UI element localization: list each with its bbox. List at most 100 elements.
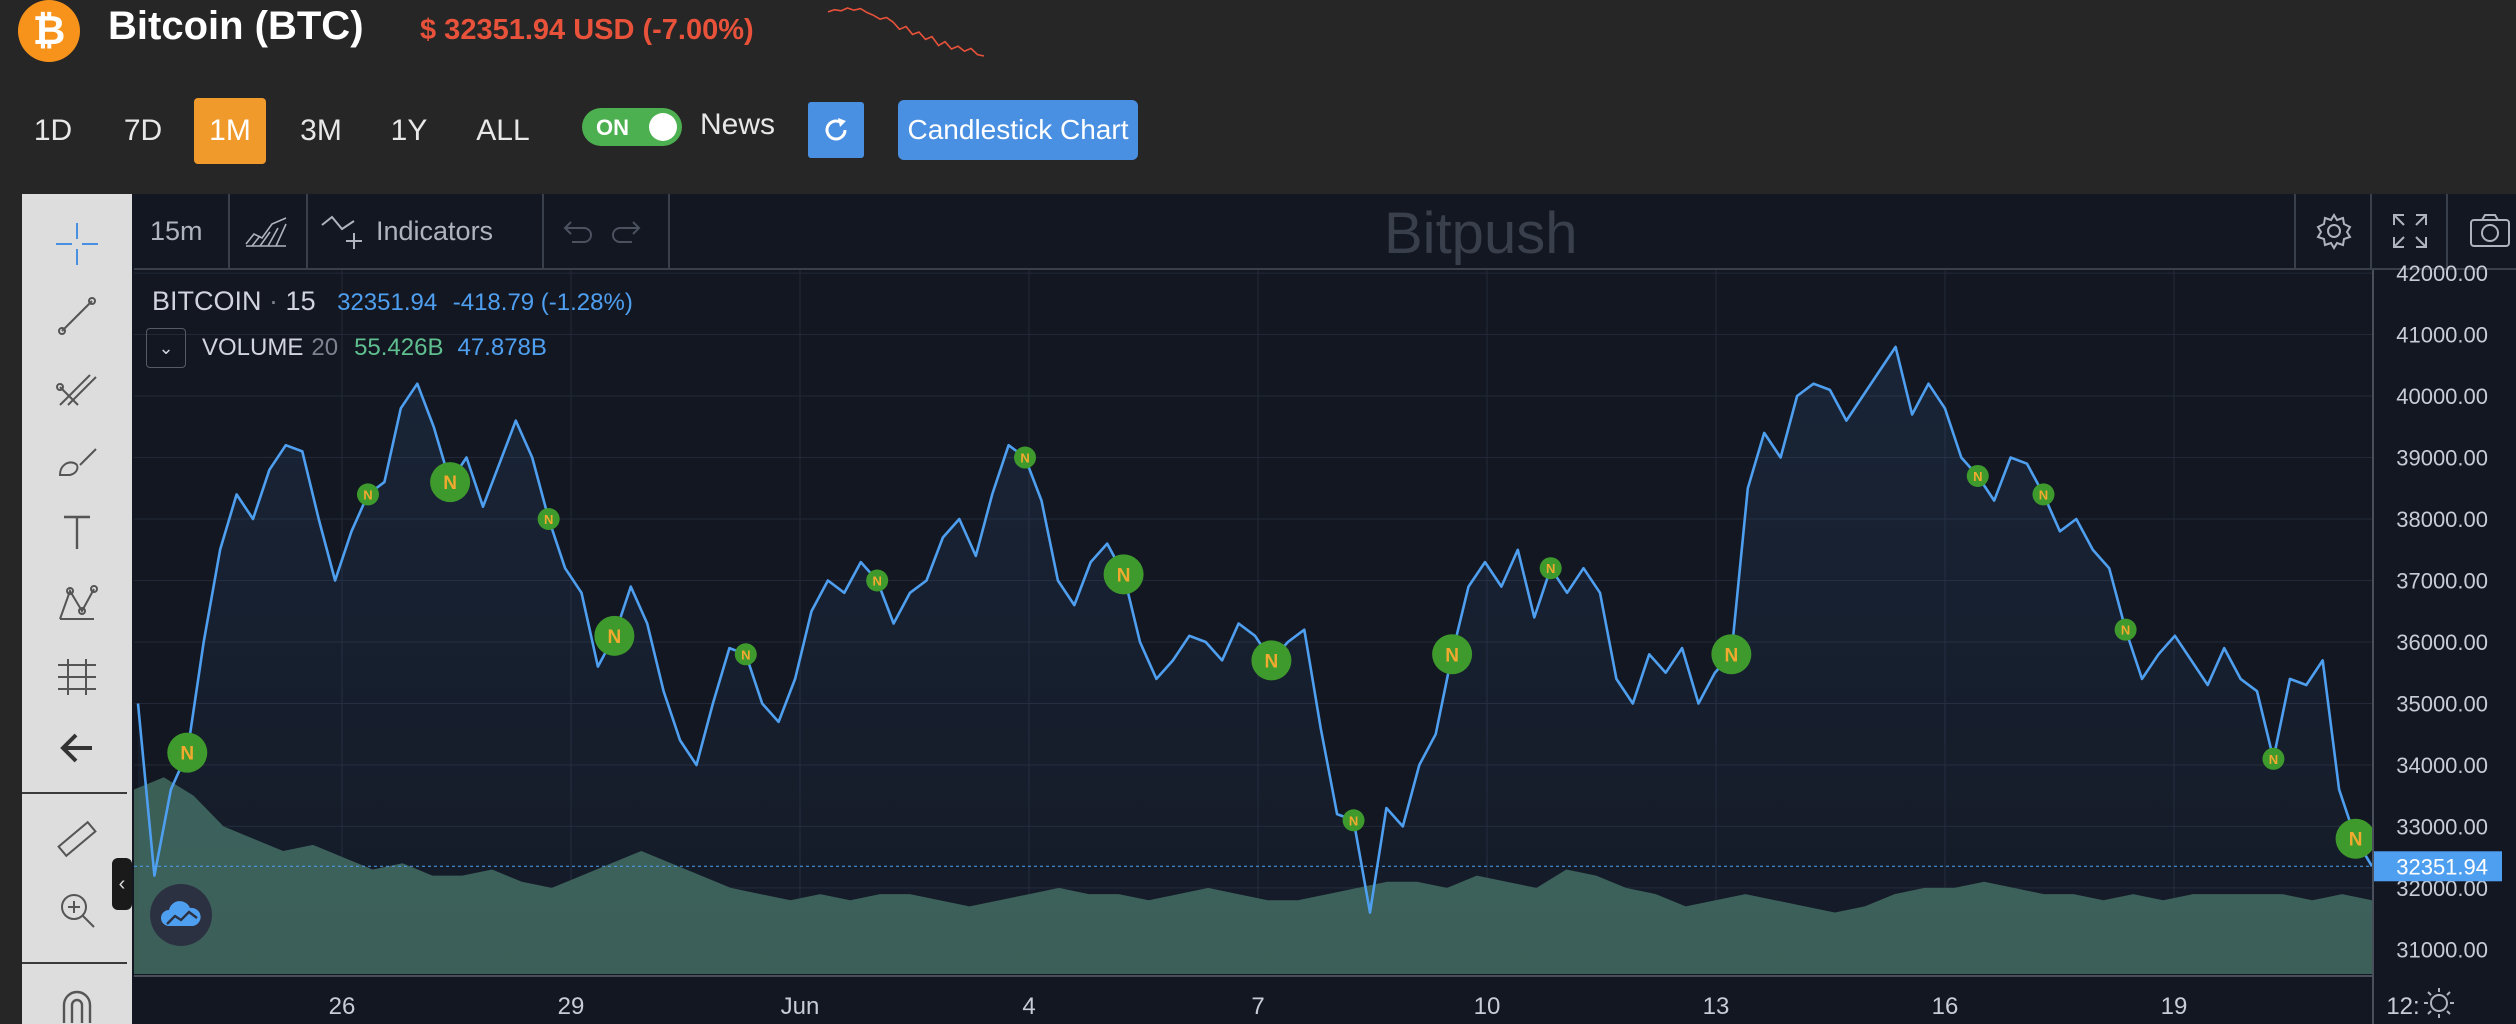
back-arrow-icon[interactable]: [42, 720, 112, 776]
text-icon[interactable]: [42, 504, 112, 560]
volume-legend: ⌄ VOLUME 20 55.426B 47.878B: [146, 328, 547, 368]
range-button-all[interactable]: ALL: [476, 114, 530, 147]
news-marker[interactable]: N: [167, 732, 208, 773]
ruler-icon[interactable]: [42, 810, 112, 866]
news-marker[interactable]: N: [2262, 747, 2285, 770]
sparkline-line: [827, 7, 985, 57]
news-marker-label: N: [2121, 623, 2130, 638]
legend-symbol: BITCOIN: [152, 286, 262, 316]
last-price-tag-bg: [2374, 851, 2502, 882]
news-marker-label: N: [1117, 565, 1131, 586]
magnet-icon[interactable]: [42, 978, 112, 1024]
indicators-icon: [321, 215, 362, 249]
x-tick-label: 12:: [2386, 993, 2419, 1020]
pattern-icon[interactable]: [42, 576, 112, 632]
volume-legend-value: 55.426B: [354, 334, 444, 361]
x-tick-label: 19: [2161, 993, 2188, 1020]
news-marker[interactable]: N: [430, 462, 471, 503]
x-tick-label: 4: [1022, 993, 1035, 1020]
range-button-1y[interactable]: 1Y: [390, 114, 428, 147]
y-tick-label: 31000.00: [2396, 937, 2488, 962]
interval-button[interactable]: 15m: [150, 215, 203, 246]
news-marker-label: N: [1349, 813, 1358, 828]
legend-separator: ·: [269, 286, 279, 316]
cloud-icon[interactable]: [150, 884, 212, 946]
gear-icon[interactable]: [2314, 194, 2354, 268]
undo-icon[interactable]: [558, 194, 592, 268]
last-price-tag-label: 32351.94: [2396, 854, 2488, 879]
news-marker-label: N: [1546, 561, 1555, 576]
price-axis-panel: [2374, 270, 2516, 1024]
news-marker-label: N: [363, 487, 372, 502]
chevron-down-icon[interactable]: ⌄: [146, 328, 186, 368]
news-toggle[interactable]: ON: [582, 108, 682, 146]
toolbar-divider: [542, 194, 544, 268]
range-button-1m[interactable]: 1M: [194, 98, 266, 164]
news-marker[interactable]: N: [356, 483, 379, 506]
y-tick-label: 38000.00: [2396, 507, 2488, 532]
zoom-in-icon[interactable]: [42, 882, 112, 938]
news-marker-label: N: [872, 573, 881, 588]
drawing-toolbar: ‹: [22, 194, 132, 1024]
news-marker[interactable]: N: [1103, 554, 1144, 595]
price-legend: BITCOIN · 15 32351.94 -418.79 (-1.28%): [152, 286, 633, 317]
last-price-tag: 32351.94: [2374, 851, 2502, 882]
news-marker-label: N: [1020, 451, 1029, 466]
news-marker[interactable]: N: [537, 508, 560, 531]
news-marker-label: N: [741, 647, 750, 662]
y-tick-label: 36000.00: [2396, 630, 2488, 655]
toolbar-divider: [22, 792, 127, 794]
news-marker[interactable]: N: [1251, 640, 1292, 681]
coin-price: $ 32351.94 USD (-7.00%): [420, 14, 754, 46]
news-marker-label: N: [2349, 830, 2363, 851]
news-marker[interactable]: N: [1711, 634, 1752, 675]
y-tick-label: 34000.00: [2396, 753, 2488, 778]
news-marker[interactable]: N: [1342, 809, 1365, 832]
news-marker[interactable]: N: [734, 643, 757, 666]
range-button-7d[interactable]: 7D: [123, 114, 163, 147]
trend-line-icon[interactable]: [42, 288, 112, 344]
news-marker[interactable]: N: [2114, 618, 2137, 641]
y-tick-label: 42000.00: [2396, 261, 2488, 286]
crosshair-icon[interactable]: [42, 216, 112, 272]
news-marker-label: N: [2269, 752, 2278, 767]
fullscreen-icon[interactable]: [2390, 194, 2430, 268]
volume-legend-length: 20: [311, 334, 339, 361]
x-tick-label: 29: [558, 993, 585, 1020]
measure-icon[interactable]: [42, 648, 112, 704]
volume-legend-label: VOLUME: [202, 334, 304, 361]
collapse-toolbar-button[interactable]: ‹: [112, 858, 132, 910]
news-marker[interactable]: N: [1966, 464, 1989, 487]
y-tick-label: 41000.00: [2396, 323, 2488, 348]
redo-icon[interactable]: [612, 194, 646, 268]
sun-icon[interactable]: [2424, 988, 2454, 1018]
indicators-button[interactable]: Indicators: [320, 194, 493, 268]
news-marker-label: N: [1725, 645, 1739, 666]
news-marker[interactable]: N: [594, 615, 635, 656]
price-axis: 42000.00 41000.00 40000.00 39000.00 38000.00…: [2396, 261, 2488, 962]
toolbar-divider: [668, 194, 670, 268]
time-axis: 26 29 Jun 4 7 10 13 16 19 12:: [329, 993, 2420, 1020]
camera-icon[interactable]: [2468, 194, 2512, 268]
news-marker-label: N: [180, 744, 194, 765]
candlestick-chart-button[interactable]: Candlestick Chart: [898, 100, 1138, 160]
news-marker[interactable]: N: [2335, 818, 2376, 859]
area-chart-icon[interactable]: [244, 194, 288, 268]
range-button-3m[interactable]: 3M: [300, 114, 342, 147]
news-marker-label: N: [544, 512, 553, 527]
brush-icon[interactable]: [42, 432, 112, 488]
toggle-knob: [649, 113, 677, 141]
news-marker[interactable]: N: [866, 569, 889, 592]
news-marker[interactable]: N: [1539, 557, 1562, 580]
news-marker-label: N: [608, 627, 622, 648]
news-marker[interactable]: N: [2032, 483, 2055, 506]
range-button-1d[interactable]: 1D: [33, 114, 73, 147]
news-marker[interactable]: N: [1432, 634, 1473, 675]
price-chart[interactable]: N N N N N N N N N N N N N N N N N N N 42000.00 41000.00 4000…: [22, 194, 2516, 1024]
y-tick-label: 40000.00: [2396, 384, 2488, 409]
pitchfork-icon[interactable]: [42, 360, 112, 416]
refresh-button[interactable]: [808, 102, 864, 158]
volume-legend-ma: 47.878B: [457, 334, 547, 361]
news-marker[interactable]: N: [1014, 446, 1037, 469]
